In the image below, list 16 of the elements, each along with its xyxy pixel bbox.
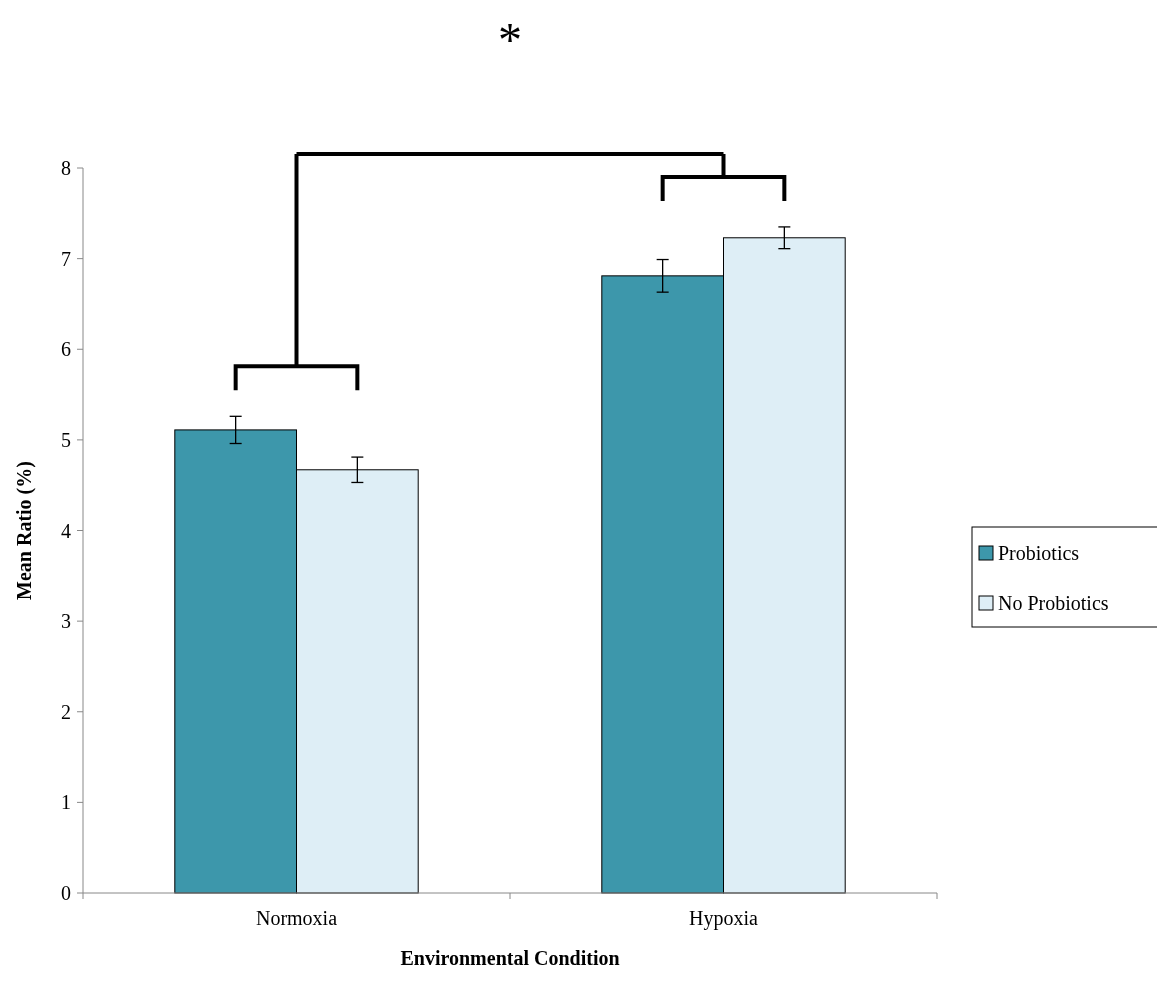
legend-label: No Probiotics: [998, 592, 1109, 614]
legend-label: Probiotics: [998, 542, 1080, 564]
y-tick-label: 4: [61, 519, 71, 542]
y-tick-label: 3: [61, 610, 71, 633]
y-tick-label: 0: [61, 882, 71, 904]
y-axis-title: Mean Ratio (%): [13, 461, 36, 600]
y-tick-label: 7: [61, 247, 71, 270]
y-tick-label: 2: [61, 700, 71, 723]
x-tick-label: Hypoxia: [689, 907, 759, 930]
y-tick-label: 5: [61, 428, 71, 451]
x-axis-title: Environmental Condition: [400, 947, 620, 969]
x-tick-label: Normoxia: [255, 907, 338, 929]
y-tick-label: 8: [61, 157, 71, 179]
y-tick-label: 1: [61, 791, 71, 814]
text: *: [498, 13, 522, 66]
y-tick-label: 6: [61, 338, 71, 361]
